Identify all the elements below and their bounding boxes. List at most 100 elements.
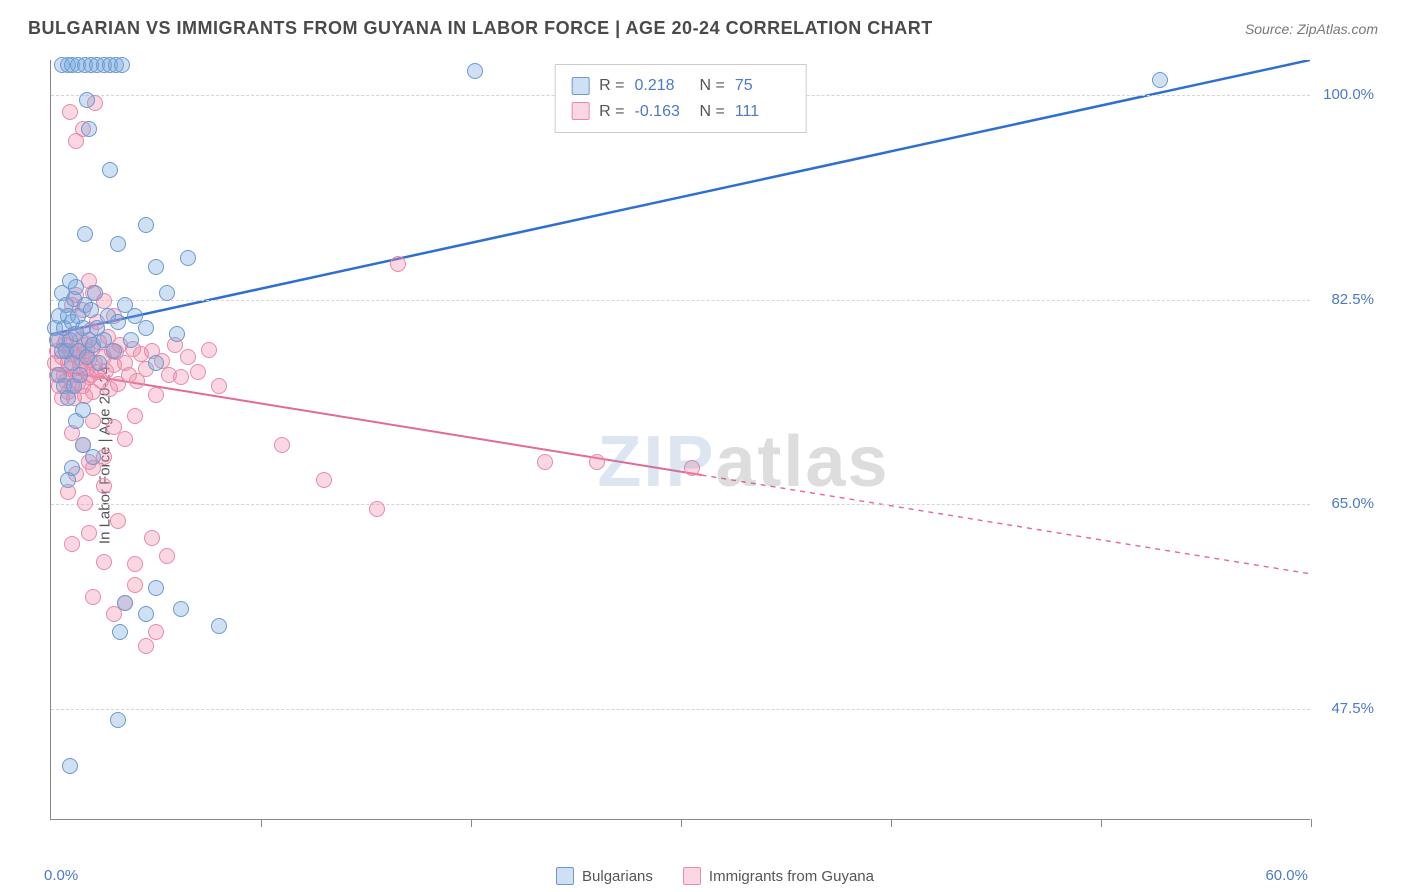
r-label: R =: [599, 73, 624, 99]
scatter-point: [169, 326, 185, 342]
scatter-point: [110, 236, 126, 252]
page-title: BULGARIAN VS IMMIGRANTS FROM GUYANA IN L…: [28, 18, 933, 39]
legend-row-series-a: R = 0.218 N = 75: [571, 73, 790, 99]
scatter-point: [110, 712, 126, 728]
scatter-point: [114, 57, 130, 73]
scatter-point: [112, 624, 128, 640]
scatter-point: [684, 460, 700, 476]
scatter-point: [117, 431, 133, 447]
grid-line: [51, 300, 1310, 301]
scatter-point: [117, 595, 133, 611]
scatter-point: [390, 256, 406, 272]
series-b-name: Immigrants from Guyana: [709, 868, 874, 885]
scatter-point: [180, 250, 196, 266]
scatter-point: [85, 589, 101, 605]
scatter-point: [79, 92, 95, 108]
series-a-swatch: [556, 867, 574, 885]
y-tick-label: 47.5%: [1331, 700, 1374, 717]
y-tick-label: 65.0%: [1331, 495, 1374, 512]
legend-row-series-b: R = -0.163 N = 111: [571, 99, 790, 125]
scatter-point: [144, 530, 160, 546]
scatter-point: [138, 638, 154, 654]
n-label: N =: [700, 99, 725, 125]
scatter-point: [138, 606, 154, 622]
correlation-legend: R = 0.218 N = 75 R = -0.163 N = 111: [554, 64, 807, 133]
grid-line: [51, 504, 1310, 505]
scatter-point: [68, 413, 84, 429]
x-tick: [681, 819, 682, 827]
correlation-chart: In Labor Force | Age 20-24 R = 0.218 N =…: [50, 60, 1380, 850]
n-value-a: 75: [735, 73, 790, 99]
y-tick-label: 82.5%: [1331, 291, 1374, 308]
source-attribution: Source: ZipAtlas.com: [1245, 21, 1378, 37]
series-b-swatch: [683, 867, 701, 885]
legend-item-series-a: Bulgarians: [556, 867, 653, 885]
scatter-point: [138, 217, 154, 233]
scatter-point: [369, 501, 385, 517]
scatter-point: [83, 302, 99, 318]
watermark-part2: atlas: [715, 422, 889, 502]
watermark: ZIPatlas: [597, 421, 889, 503]
scatter-point: [467, 63, 483, 79]
scatter-point: [110, 513, 126, 529]
scatter-point: [148, 624, 164, 640]
scatter-point: [589, 454, 605, 470]
scatter-point: [173, 369, 189, 385]
x-min-label: 0.0%: [44, 867, 78, 884]
scatter-point: [148, 259, 164, 275]
scatter-point: [106, 343, 122, 359]
scatter-point: [138, 320, 154, 336]
scatter-point: [60, 472, 76, 488]
scatter-point: [81, 525, 97, 541]
n-value-b: 111: [735, 99, 790, 125]
scatter-point: [180, 349, 196, 365]
legend-item-series-b: Immigrants from Guyana: [683, 867, 874, 885]
scatter-point: [127, 408, 143, 424]
scatter-point: [148, 355, 164, 371]
scatter-point: [537, 454, 553, 470]
scatter-point: [127, 556, 143, 572]
x-tick: [471, 819, 472, 827]
header-bar: BULGARIAN VS IMMIGRANTS FROM GUYANA IN L…: [0, 0, 1406, 49]
scatter-point: [62, 758, 78, 774]
r-value-b: -0.163: [635, 99, 690, 125]
scatter-point: [173, 601, 189, 617]
x-tick: [1101, 819, 1102, 827]
scatter-point: [62, 104, 78, 120]
series-legend: Bulgarians Immigrants from Guyana: [556, 867, 874, 885]
scatter-point: [91, 355, 107, 371]
scatter-point: [68, 279, 84, 295]
source-prefix: Source:: [1245, 21, 1297, 37]
r-label: R =: [599, 99, 624, 125]
scatter-point: [110, 314, 126, 330]
scatter-point: [159, 548, 175, 564]
trend-lines-layer: [51, 60, 1310, 819]
plot-area: R = 0.218 N = 75 R = -0.163 N = 111 ZIPa…: [50, 60, 1310, 820]
n-label: N =: [700, 73, 725, 99]
scatter-point: [85, 449, 101, 465]
scatter-point: [81, 121, 97, 137]
series-a-swatch: [571, 77, 589, 95]
r-value-a: 0.218: [635, 73, 690, 99]
scatter-point: [211, 618, 227, 634]
scatter-point: [201, 342, 217, 358]
scatter-point: [87, 285, 103, 301]
scatter-point: [148, 387, 164, 403]
scatter-point: [159, 285, 175, 301]
scatter-point: [148, 580, 164, 596]
series-a-name: Bulgarians: [582, 868, 653, 885]
scatter-point: [96, 554, 112, 570]
series-b-swatch: [571, 102, 589, 120]
grid-line: [51, 709, 1310, 710]
scatter-point: [96, 478, 112, 494]
x-max-label: 60.0%: [1265, 867, 1308, 884]
scatter-point: [77, 495, 93, 511]
scatter-point: [68, 133, 84, 149]
source-name: ZipAtlas.com: [1297, 21, 1378, 37]
scatter-point: [316, 472, 332, 488]
trend-line-b-extrapolated: [701, 475, 1310, 574]
scatter-point: [274, 437, 290, 453]
y-tick-label: 100.0%: [1323, 86, 1374, 103]
x-tick: [1311, 819, 1312, 827]
x-tick: [891, 819, 892, 827]
